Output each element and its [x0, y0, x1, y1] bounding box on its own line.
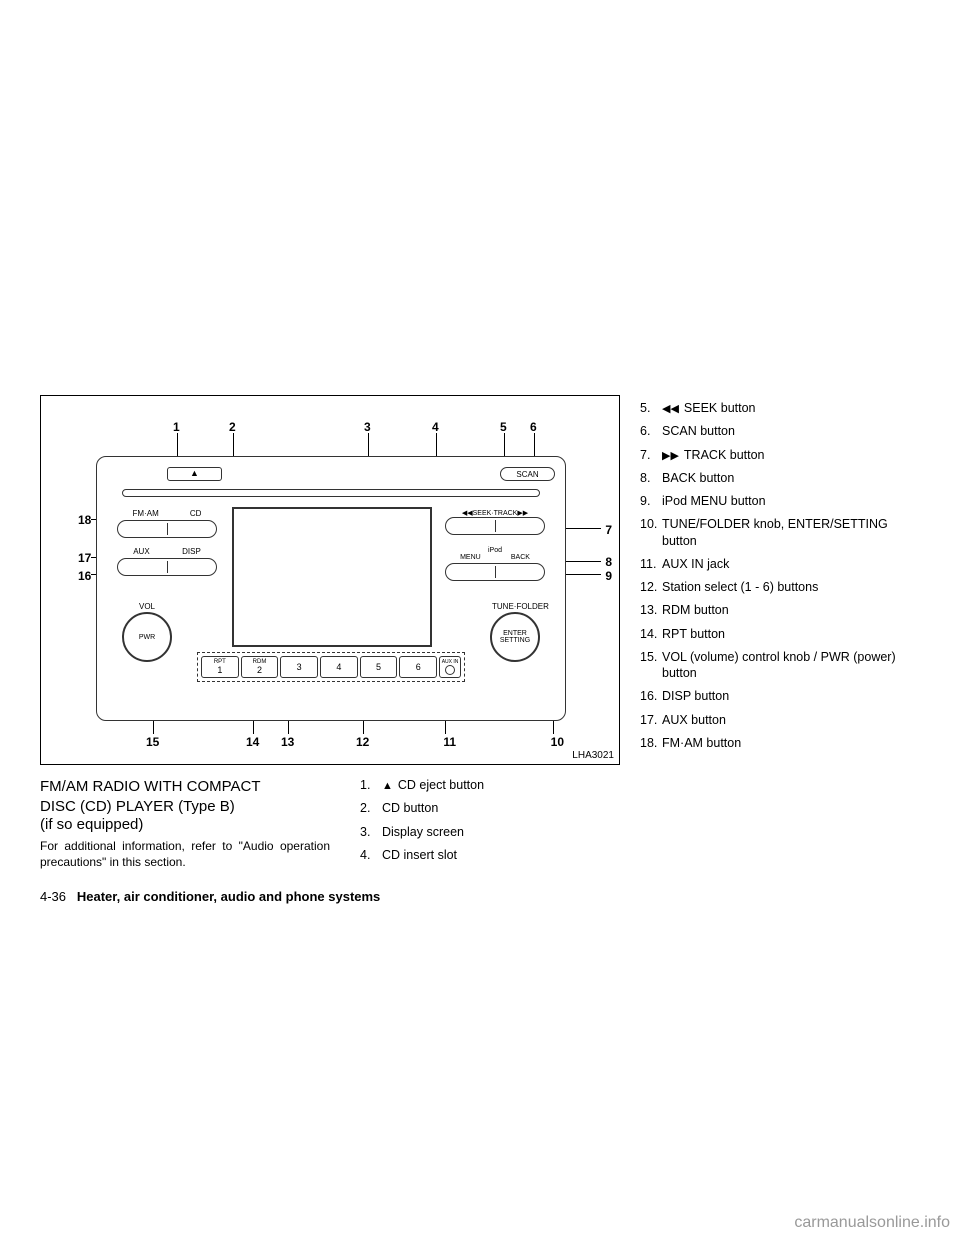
legend-item: 8.BACK button [640, 470, 920, 486]
legend-item: 14.RPT button [640, 626, 920, 642]
watermark: carmanualsonline.info [794, 1214, 950, 1232]
display-screen [232, 507, 432, 647]
callout-18: 18 [78, 513, 91, 527]
cd-slot [122, 489, 540, 497]
legend-item: 1.▲CD eject button [360, 777, 600, 793]
legend-item: 18.FM·AM button [640, 735, 920, 751]
seek-track-label: ◀◀SEEK·TRACK▶▶ [445, 509, 545, 517]
tune-knob: TUNE·FOLDER ENTER SETTING [490, 612, 540, 662]
cd-label: CD [190, 509, 202, 518]
aux-in-jack: AUX IN [439, 656, 461, 678]
disp-label: DISP [182, 547, 201, 556]
scan-button: SCAN [500, 467, 555, 481]
diagram-id: LHA3021 [572, 750, 614, 761]
fm-am-cd-button [117, 520, 217, 538]
page-footer: 4-36 Heater, air conditioner, audio and … [40, 889, 380, 904]
callout-9: 9 [605, 569, 612, 583]
legend-item: 10.TUNE/FOLDER knob, ENTER/SETTING butto… [640, 516, 920, 549]
section-heading-1: FM/AM RADIO WITH COMPACT [40, 777, 330, 797]
callout-5: 5 [500, 420, 507, 434]
callout-16: 16 [78, 569, 91, 583]
section-heading-2: DISC (CD) PLAYER (Type B) [40, 797, 330, 817]
seek-track-button [445, 517, 545, 535]
legend-list-2: 5.◀◀SEEK button 6.SCAN button 7.▶▶TRACK bu… [640, 395, 920, 870]
callout-8: 8 [605, 555, 612, 569]
legend-item: 12.Station select (1 - 6) buttons [640, 579, 920, 595]
legend-item: 9.iPod MENU button [640, 493, 920, 509]
callout-6: 6 [530, 420, 537, 434]
legend-item: 16.DISP button [640, 688, 920, 704]
legend-item: 11.AUX IN jack [640, 556, 920, 572]
menu-label: MENU [460, 554, 481, 561]
eject-button: ▲ [167, 467, 222, 481]
vol-knob: VOL PWR [122, 612, 172, 662]
legend-item: 15.VOL (volume) control knob / PWR (powe… [640, 649, 920, 682]
aux-disp-button [117, 558, 217, 576]
callout-3: 3 [364, 420, 371, 434]
callout-7: 7 [605, 523, 612, 537]
preset-buttons: RPT1 RDM2 3 4 5 6 AUX IN [197, 652, 465, 682]
callout-4: 4 [432, 420, 439, 434]
legend-item: 13.RDM button [640, 602, 920, 618]
ipod-label: iPod [445, 547, 545, 554]
fm-am-label: FM·AM [133, 509, 159, 518]
callout-1: 1 [173, 420, 180, 434]
legend-item: 4.CD insert slot [360, 847, 600, 863]
callout-2: 2 [229, 420, 236, 434]
callout-17: 17 [78, 551, 91, 565]
legend-item: 6.SCAN button [640, 423, 920, 439]
body-text: For additional information, refer to "Au… [40, 839, 330, 870]
back-label: BACK [511, 554, 530, 561]
radio-diagram: 1 2 3 4 5 6 7 8 9 10 11 12 13 14 15 16 1… [40, 395, 620, 765]
legend-item: 7.▶▶TRACK button [640, 447, 920, 463]
section-subheading: (if so equipped) [40, 816, 330, 833]
legend-item: 17.AUX button [640, 712, 920, 728]
menu-back-button [445, 563, 545, 581]
legend-list-1: 1.▲CD eject button 2.CD button 3.Display s… [360, 777, 600, 870]
aux-label: AUX [133, 547, 149, 556]
legend-item: 3.Display screen [360, 824, 600, 840]
legend-item: 2.CD button [360, 800, 600, 816]
legend-item: 5.◀◀SEEK button [640, 400, 920, 416]
